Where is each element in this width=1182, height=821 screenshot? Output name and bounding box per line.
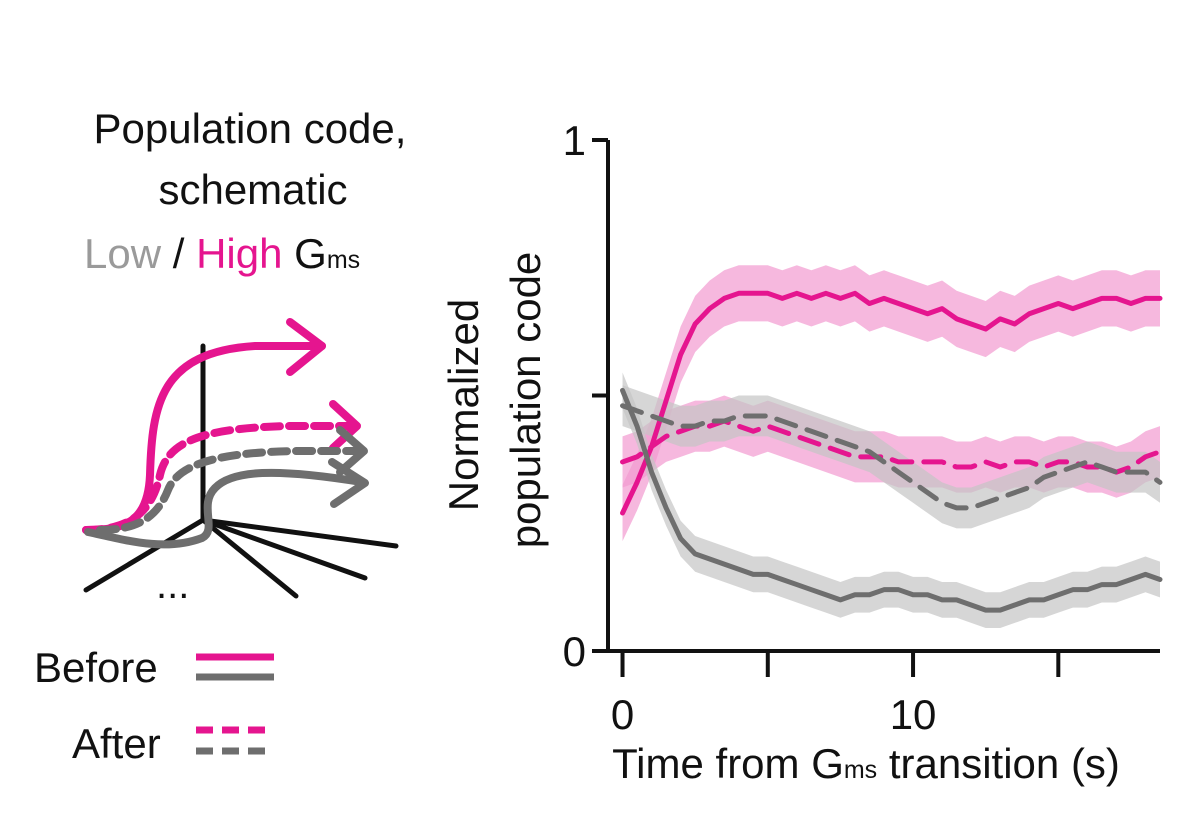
schematic-low-after-trajectory (96, 447, 366, 534)
schematic-high-before-arrowhead (286, 318, 326, 376)
y-tick-label: 0 (563, 628, 586, 675)
schematic-low-after-arrowhead (336, 426, 368, 476)
chart-panel: 010 10 Normalized population code Time fr… (440, 117, 1163, 787)
x-tick-label: 10 (890, 691, 937, 738)
schematic-title-line2: schematic (158, 166, 347, 213)
schematic-title-line1: Population code, (94, 105, 407, 152)
series-low-solid-line (620, 387, 1163, 613)
x-tick-label: 0 (611, 691, 634, 738)
series-low-solid-band (622, 372, 1160, 629)
series-low-dashed-band (622, 385, 1160, 529)
series-high-solid-line (620, 290, 1163, 516)
schematic-panel: Population code, schematic Low / High Gm… (34, 105, 406, 767)
x-axis-label: Time from Gms transition (s) (612, 740, 1120, 787)
schematic-legend: Before After (34, 644, 274, 767)
subtitle-g-sub: ms (327, 246, 360, 274)
legend-after-label: After (72, 720, 161, 767)
plot-area (620, 265, 1163, 629)
y-axis-label-line2: population code (502, 252, 549, 549)
subtitle-low: Low (84, 230, 162, 277)
subtitle-g: G (294, 230, 327, 277)
series-high-solid-band (622, 265, 1160, 542)
schematic-low-before-arrowhead (328, 458, 369, 508)
subtitle-high: High (196, 230, 282, 277)
legend-before-label: Before (34, 644, 158, 691)
schematic-high-after-trajectory (82, 422, 359, 534)
y-axis-label-line1: Normalized (440, 299, 487, 511)
series-low-dashed-line (620, 403, 1163, 511)
schematic-low-before-trajectory (84, 468, 366, 549)
subtitle-separator: / (161, 230, 196, 277)
y-tick-label: 1 (563, 117, 586, 164)
x-axis-label-suffix: transition (s) (877, 740, 1120, 787)
x-axis-label-prefix: Time from G (612, 740, 844, 787)
chart-axes: 010 10 (563, 117, 1160, 738)
schematic-subtitle: Low / High Gms (84, 230, 360, 277)
x-axis-label-sub: ms (844, 756, 877, 784)
schematic-ellipsis: ... (156, 563, 189, 607)
schematic-high-after-arrowhead (329, 400, 361, 452)
schematic-trajectories (82, 318, 369, 549)
state-space-axes (83, 343, 399, 599)
series-high-dashed-line (620, 418, 1163, 475)
